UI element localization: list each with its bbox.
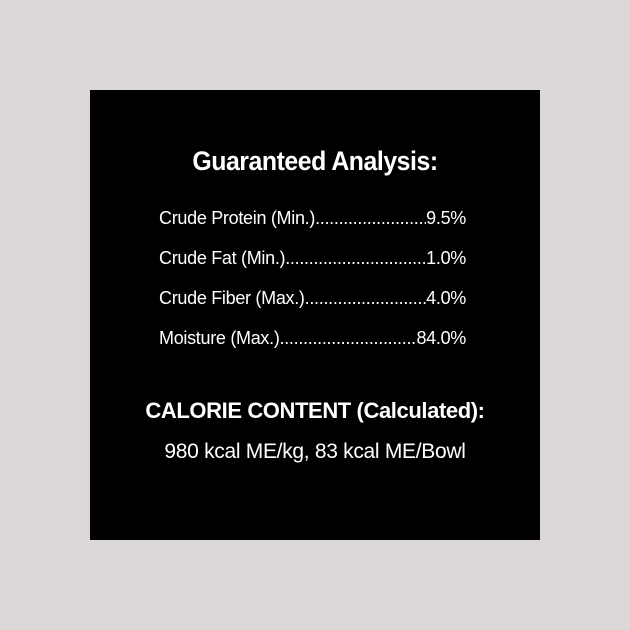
calorie-text: 980 kcal ME/kg, 83 kcal ME/Bowl xyxy=(164,440,466,463)
analysis-row: Moisture (Max.) 84.0% xyxy=(159,328,466,368)
dot-leader xyxy=(280,328,417,349)
analysis-value: 1.0% xyxy=(426,248,466,268)
dot-leader xyxy=(285,248,426,269)
analysis-list: Crude Protein (Min.) 9.5% Crude Fat (Min.… xyxy=(159,208,466,368)
analysis-value: 84.0% xyxy=(416,328,466,348)
dot-leader xyxy=(315,208,426,229)
analysis-value: 9.5% xyxy=(426,208,466,228)
calorie-title: CALORIE CONTENT (Calculated): xyxy=(145,398,485,423)
analysis-row: Crude Fat (Min.) 1.0% xyxy=(159,248,466,288)
analysis-label: Crude Fat (Min.) xyxy=(159,248,286,268)
nutrition-panel: Guaranteed Analysis: Crude Protein (Min.… xyxy=(90,90,540,540)
analysis-label: Crude Protein (Min.) xyxy=(159,208,316,228)
panel-title: Guaranteed Analysis: xyxy=(192,146,438,176)
analysis-value: 4.0% xyxy=(426,288,466,308)
analysis-row: Crude Fiber (Max.) 4.0% xyxy=(159,288,466,328)
analysis-label: Crude Fiber (Max.) xyxy=(159,288,305,308)
dot-leader xyxy=(305,288,427,309)
analysis-label: Moisture (Max.) xyxy=(159,328,280,348)
analysis-row: Crude Protein (Min.) 9.5% xyxy=(159,208,466,248)
